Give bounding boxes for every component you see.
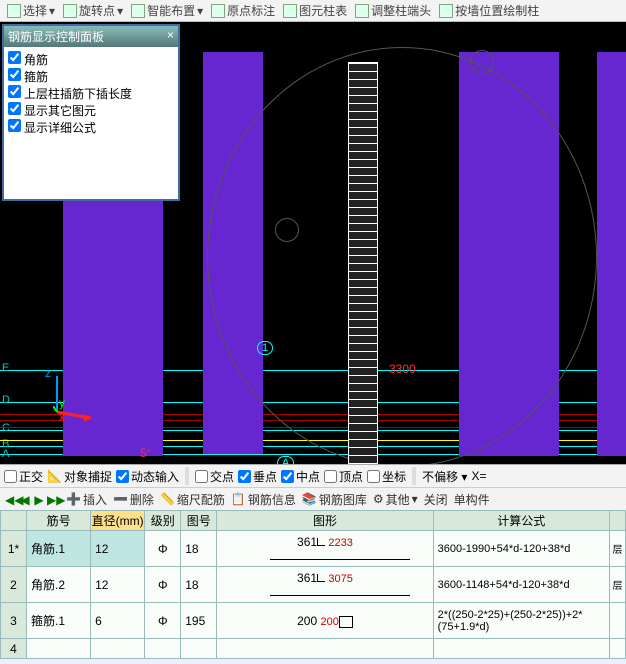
wallcol-button[interactable]: 按墙位置绘制柱 [436,2,542,19]
table-row[interactable]: 3箍筋.16Φ195200 2002*((250-2*25)+(250-2*25… [1,603,626,639]
panel-check[interactable]: 箍筋 [8,68,174,85]
elemtable-button[interactable]: 图元柱表 [280,2,350,19]
dyn-toggle[interactable]: 动态输入 [116,468,179,485]
panel-check[interactable]: 显示其它图元 [8,102,174,119]
apex-toggle[interactable]: 顶点 [324,468,363,485]
rebar-table[interactable]: 筋号 直径(mm) 级别 图号 图形 计算公式 1*角筋.112Φ18361 2… [0,510,626,664]
floor-label-d: D [2,394,10,406]
small-circle [470,50,494,74]
cross-toggle[interactable]: 交点 [195,468,234,485]
panel-check[interactable]: 角筋 [8,51,174,68]
snap-toolbar: 正交 📐对象捕捉 动态输入 交点 垂点 中点 顶点 坐标 不偏移 ▾ X= [0,464,626,487]
ortho-toggle[interactable]: 正交 [4,468,43,485]
insert-button[interactable]: ➕插入 [66,491,107,508]
nav-arrows[interactable]: ◀◀◀▶▶▶ [4,492,60,506]
rotate-button[interactable]: 旋转点 ▾ [60,2,126,19]
other-button[interactable]: ⚙其他 ▾ [373,491,418,508]
th-index[interactable] [1,511,27,531]
table-row[interactable]: 4 [1,639,626,659]
th-fig[interactable]: 图号 [181,511,217,531]
x-label: X= [471,469,486,483]
dimension: 3300 [389,362,416,376]
smart-button[interactable]: 智能布置 ▾ [128,2,206,19]
big-circle [207,47,597,464]
lib-button[interactable]: 📚钢筋图库 [302,491,367,508]
unit-button[interactable]: 单构件 [454,491,490,508]
ucs-icon: z y x [45,366,51,380]
rebar-display-panel[interactable]: 钢筋显示控制面板 × 角筋 箍筋 上层柱插筋下插长度 显示其它图元 显示详细公式 [2,24,180,201]
floor-label-a: A [2,448,9,460]
angle-label: 5° [140,446,151,460]
adjust-button[interactable]: 调整柱端头 [352,2,434,19]
info-button[interactable]: 📋钢筋信息 [231,491,296,508]
axis-marker: A [277,456,294,464]
panel-check[interactable]: 上层柱插筋下插长度 [8,85,174,102]
table-row[interactable]: 1*角筋.112Φ18361 22333600-1990+54*d-120+38… [1,531,626,567]
panel-check[interactable]: 显示详细公式 [8,119,174,136]
viewport-3d[interactable]: E D C B A 1 A 3300 3300 5° z y x 钢筋显示控制面… [0,22,626,464]
th-grade[interactable]: 级别 [145,511,181,531]
pillar [597,52,626,456]
axis-marker: 1 [257,341,273,355]
rebar-column [348,62,378,464]
th-diameter[interactable]: 直径(mm) [91,511,145,531]
panel-title: 钢筋显示控制面板 [8,28,104,45]
small-circle [275,218,299,242]
command-toolbar: ◀◀◀▶▶▶ ➕插入 ➖删除 📏缩尺配筋 📋钢筋信息 📚钢筋图库 ⚙其他 ▾ 关… [0,487,626,510]
th-formula[interactable]: 计算公式 [433,511,609,531]
mid-toggle[interactable]: 中点 [281,468,320,485]
top-toolbar: 选择 ▾ 旋转点 ▾ 智能布置 ▾ 原点标注 图元柱表 调整柱端头 按墙位置绘制… [0,0,626,22]
offset-select[interactable]: 不偏移 ▾ [422,468,467,485]
select-button[interactable]: 选择 ▾ [4,2,58,19]
close-icon[interactable]: × [167,28,174,45]
th-shape[interactable]: 图形 [217,511,433,531]
close-button[interactable]: 关闭 [424,491,448,508]
table-row[interactable]: 2角筋.212Φ18361 30753600-1148+54*d-120+38*… [1,567,626,603]
osnap-toggle[interactable]: 📐对象捕捉 [47,468,112,485]
perp-toggle[interactable]: 垂点 [238,468,277,485]
delete-button[interactable]: ➖删除 [113,491,154,508]
th-id[interactable]: 筋号 [27,511,91,531]
th-floor[interactable] [609,511,625,531]
coord-toggle[interactable]: 坐标 [367,468,406,485]
scale-button[interactable]: 📏缩尺配筋 [160,491,225,508]
origin-button[interactable]: 原点标注 [208,2,278,19]
floor-label-c: C [2,422,10,434]
floor-label-e: E [2,362,9,374]
